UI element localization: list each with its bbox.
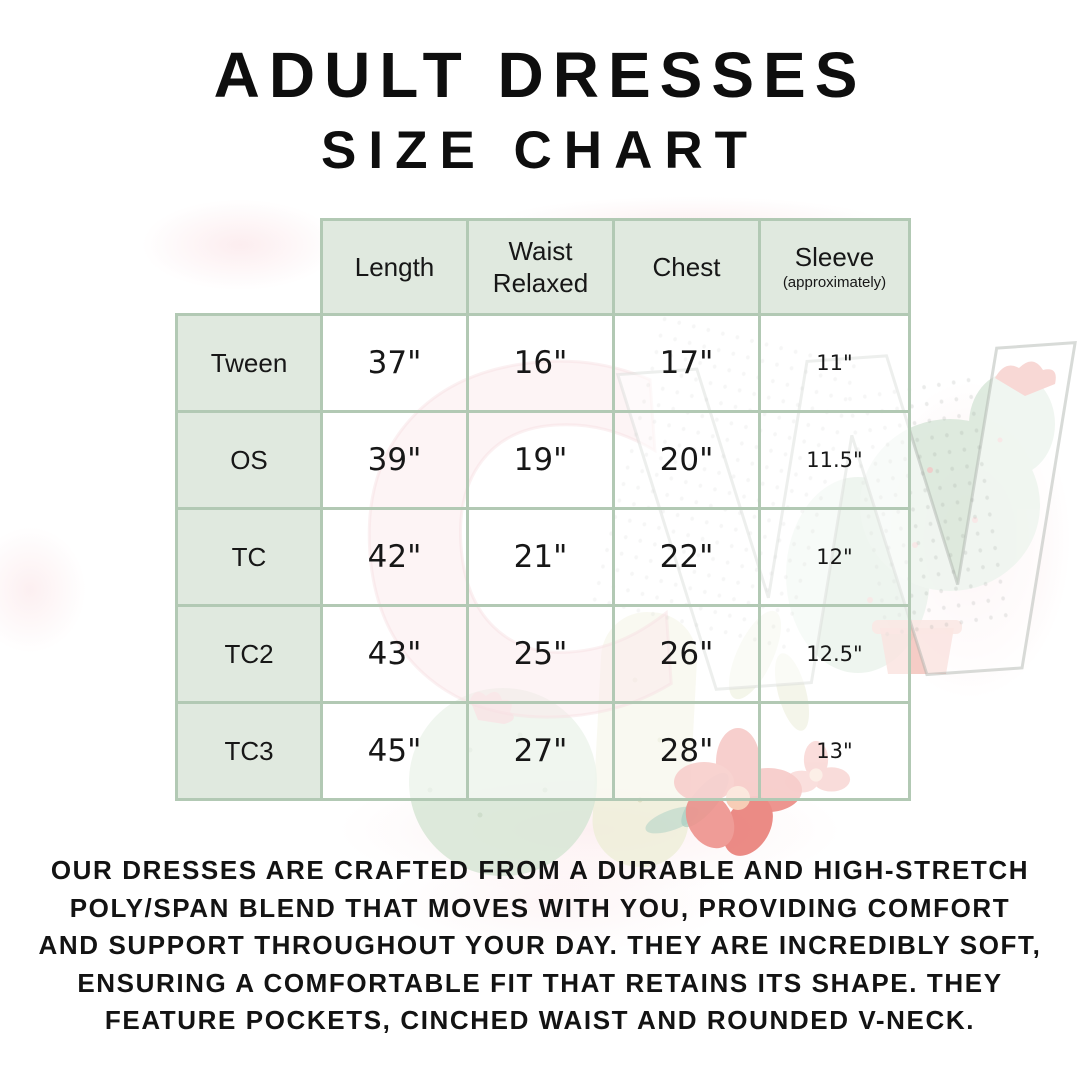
- page-subtitle: SIZE CHART: [321, 121, 759, 180]
- cell-value: 39": [320, 410, 469, 510]
- corner-cell: [177, 220, 322, 315]
- column-header-length: Length: [320, 218, 469, 316]
- cell-value: 19": [466, 410, 615, 510]
- column-header-sleeve: Sleeve (approximately): [758, 218, 911, 316]
- cell-value: 12": [758, 507, 911, 607]
- table-row: TC 42" 21" 22" 12": [175, 507, 911, 607]
- size-chart: Length Waist Relaxed Chest Sleeve (appro…: [175, 218, 911, 801]
- description-line: AND SUPPORT THROUGHOUT YOUR DAY. THEY AR…: [38, 930, 1042, 960]
- cell-value: 13": [758, 701, 911, 801]
- page-title: ADULT DRESSES: [213, 39, 867, 111]
- row-label: Tween: [175, 313, 323, 413]
- cell-value: 21": [466, 507, 615, 607]
- column-header-sleeve-note: (approximately): [782, 273, 887, 291]
- cell-value: 28": [612, 701, 761, 801]
- row-label: OS: [175, 410, 323, 510]
- cell-value: 16": [466, 313, 615, 413]
- cell-value: 26": [612, 604, 761, 704]
- cell-value: 37": [320, 313, 469, 413]
- row-label: TC3: [175, 701, 323, 801]
- cell-value: 20": [612, 410, 761, 510]
- cell-value: 22": [612, 507, 761, 607]
- table-row: Tween 37" 16" 17" 11": [175, 313, 911, 413]
- table-row: TC2 43" 25" 26" 12.5": [175, 604, 911, 704]
- cell-value: 12.5": [758, 604, 911, 704]
- description-line: OUR DRESSES ARE CRAFTED FROM A DURABLE A…: [50, 855, 1030, 885]
- cell-value: 42": [320, 507, 469, 607]
- description-line: ENSURING A COMFORTABLE FIT THAT RETAINS …: [77, 967, 1003, 998]
- cell-value: 25": [466, 604, 615, 704]
- cell-value: 11": [758, 313, 911, 413]
- description-line: POLY/SPAN BLEND THAT MOVES WITH YOU, PRO…: [69, 892, 1011, 923]
- product-description: OUR DRESSES ARE CRAFTED FROM A DURABLE A…: [30, 852, 1050, 1040]
- description-line: FEATURE POCKETS, CINCHED WAIST AND ROUND…: [104, 1005, 976, 1035]
- column-header-sleeve-label: Sleeve: [794, 242, 875, 273]
- header-row: Length Waist Relaxed Chest Sleeve (appro…: [177, 218, 911, 316]
- cell-value: 11.5": [758, 410, 911, 510]
- cell-value: 27": [466, 701, 615, 801]
- row-label: TC2: [175, 604, 323, 704]
- cell-value: 43": [320, 604, 469, 704]
- table-row: TC3 45" 27" 28" 13": [175, 701, 911, 801]
- column-header-waist-relaxed: Waist Relaxed: [466, 218, 615, 316]
- column-header-chest: Chest: [612, 218, 761, 316]
- pink-wash-left-edge: [0, 500, 110, 680]
- cell-value: 17": [612, 313, 761, 413]
- size-chart-body: Tween 37" 16" 17" 11" OS 39" 19" 20" 11.5" TC 42" 21…: [175, 313, 911, 801]
- table-row: OS 39" 19" 20" 11.5": [175, 410, 911, 510]
- size-chart-table: Length Waist Relaxed Chest Sleeve (appro…: [175, 218, 911, 801]
- row-label: TC: [175, 507, 323, 607]
- cell-value: 45": [320, 701, 469, 801]
